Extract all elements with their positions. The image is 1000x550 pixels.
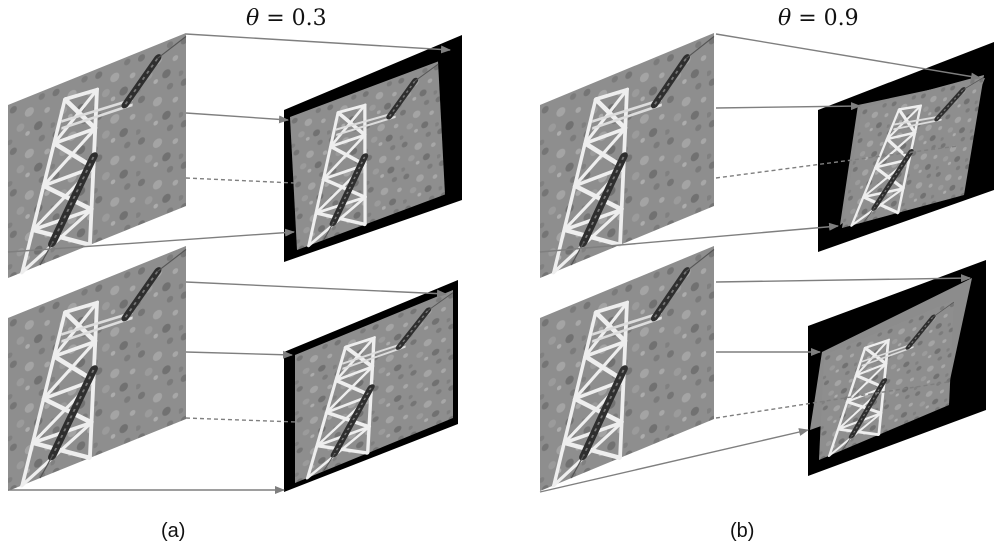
correspondence-arrows xyxy=(539,33,981,253)
source-photo xyxy=(540,246,714,491)
correspondence-arrows xyxy=(8,281,447,494)
panel-label-a: (a) xyxy=(161,520,186,542)
source-photo xyxy=(8,246,186,491)
panel-a xyxy=(8,33,462,492)
theta-symbol: θ xyxy=(246,6,260,31)
panel-label-b: (b) xyxy=(730,520,755,542)
warped-photo xyxy=(284,35,462,262)
theta-label-b: θ = 0.9 xyxy=(778,6,859,31)
theta-symbol: θ xyxy=(778,6,792,31)
source-photo xyxy=(540,33,714,278)
correspondence-arrows xyxy=(539,274,971,493)
warped-photo xyxy=(808,260,986,476)
panel-b xyxy=(540,33,994,492)
correspondence-arrows xyxy=(7,33,451,253)
theta-value: = 0.3 xyxy=(266,6,327,31)
warped-photo xyxy=(818,42,994,252)
theta-label-a: θ = 0.3 xyxy=(246,6,327,31)
theta-value: = 0.9 xyxy=(798,6,859,31)
warped-photo xyxy=(284,280,458,492)
